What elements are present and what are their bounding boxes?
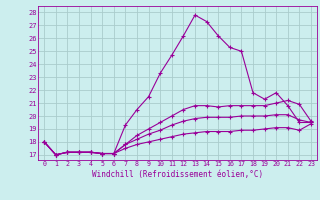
X-axis label: Windchill (Refroidissement éolien,°C): Windchill (Refroidissement éolien,°C) — [92, 170, 263, 179]
